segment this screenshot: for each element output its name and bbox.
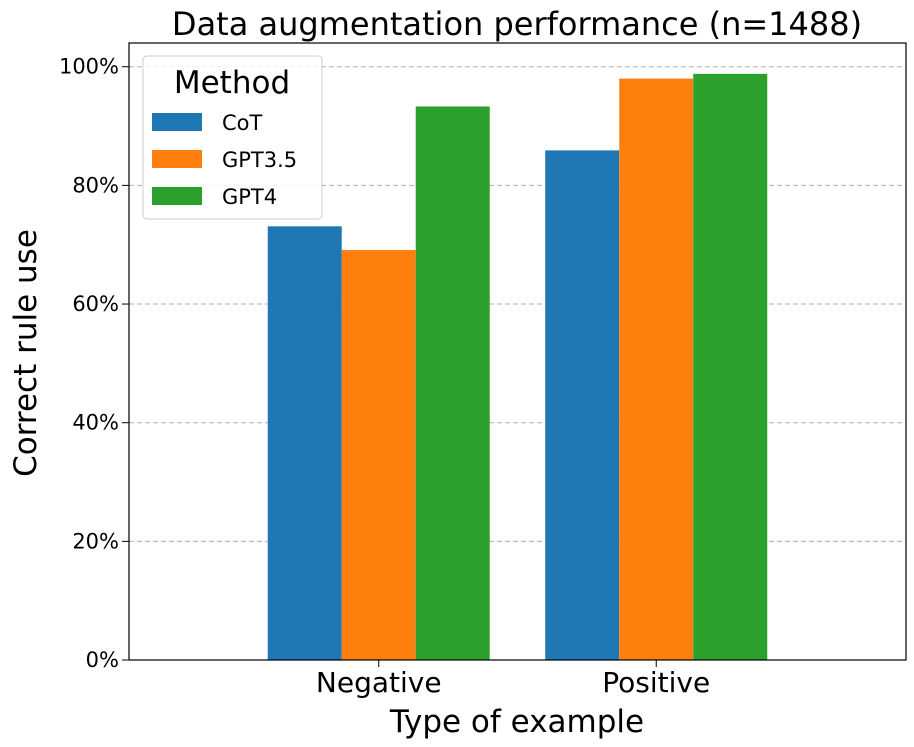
bar-gpt3-5-negative xyxy=(341,250,416,660)
y-tick-label: 20% xyxy=(72,529,119,553)
x-axis-label: Type of example xyxy=(389,704,644,740)
legend-label: GPT4 xyxy=(222,185,277,209)
legend-swatch xyxy=(152,113,202,131)
y-tick-label: 100% xyxy=(59,55,119,79)
y-tick-label: 0% xyxy=(86,648,119,672)
legend-box xyxy=(142,55,323,220)
x-tick-label: Negative xyxy=(316,666,442,699)
x-tick-label: Positive xyxy=(602,666,710,699)
legend-label: CoT xyxy=(222,111,263,135)
chart-title: Data augmentation performance (n=1488) xyxy=(172,5,862,43)
legend-entries: CoT GPT3.5 GPT4 xyxy=(152,111,297,209)
legend-swatch xyxy=(152,150,202,168)
plot-frame xyxy=(128,42,907,661)
bars xyxy=(267,73,768,661)
x-axis-ticks: Negative Positive xyxy=(316,660,710,699)
axes xyxy=(128,42,907,661)
y-axis-ticks: 0% 20% 40% 60% 80% 100% xyxy=(59,55,129,672)
bar-cot-negative xyxy=(267,226,342,660)
bar-gpt4-negative xyxy=(415,106,490,661)
y-tick-label: 40% xyxy=(72,411,119,435)
bar-cot-positive xyxy=(545,150,620,661)
bar-gpt4-positive xyxy=(693,73,768,661)
y-tick-label: 60% xyxy=(72,292,119,316)
legend: Method CoT GPT3.5 GPT4 xyxy=(142,55,323,220)
y-axis-label: Correct rule use xyxy=(8,229,44,477)
legend-swatch xyxy=(152,187,202,205)
y-tick-label: 80% xyxy=(72,173,119,197)
bar-gpt3-5-positive xyxy=(619,78,694,661)
legend-title: Method xyxy=(174,65,290,101)
legend-label: GPT3.5 xyxy=(222,148,297,172)
